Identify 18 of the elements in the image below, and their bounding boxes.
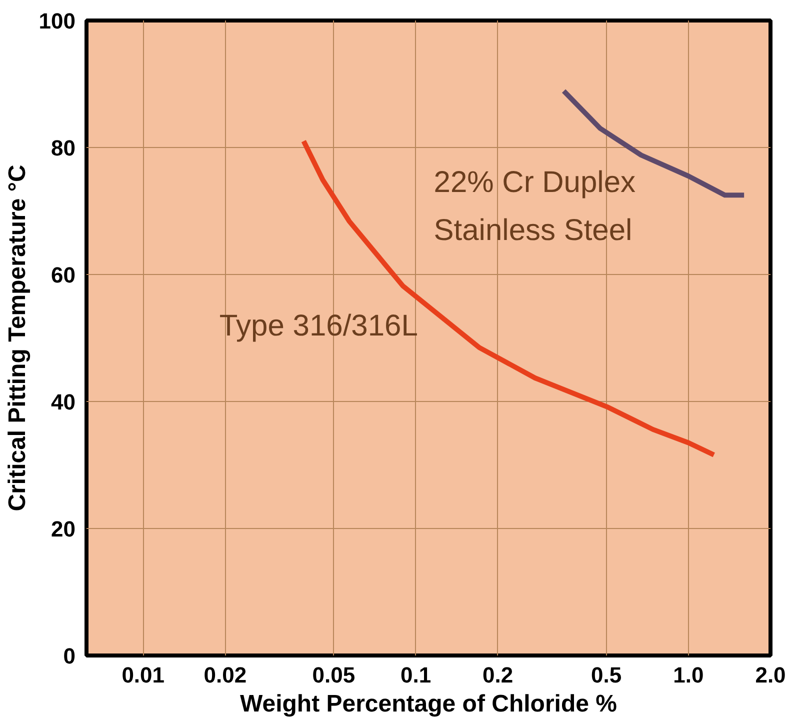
y-tick-label: 100	[38, 8, 76, 34]
series-label: 22% Cr Duplex Stainless Steel	[434, 166, 636, 247]
y-tick-label: 0	[63, 644, 76, 668]
y-axis-title: Critical Pitting Temperature °C	[4, 164, 31, 512]
x-axis-title: Weight Percentage of Chloride %	[240, 690, 617, 718]
x-tick-label: 0.02	[204, 662, 247, 688]
x-tick-label: 0.2	[482, 662, 514, 688]
x-tick-label: 0.05	[312, 662, 356, 688]
x-tick-label: 0.01	[122, 662, 165, 688]
y-tick-label: 20	[51, 516, 76, 542]
x-tick-label: 2.0	[755, 662, 786, 688]
series-label: Type 316/316L	[219, 309, 418, 342]
y-tick-label: 60	[51, 262, 76, 288]
x-tick-label: 1.0	[673, 662, 704, 688]
y-tick-label: 80	[51, 136, 76, 160]
x-tick-label: 0.1	[400, 662, 432, 688]
x-tick-label: 0.5	[591, 662, 622, 688]
y-tick-label: 40	[51, 390, 76, 414]
